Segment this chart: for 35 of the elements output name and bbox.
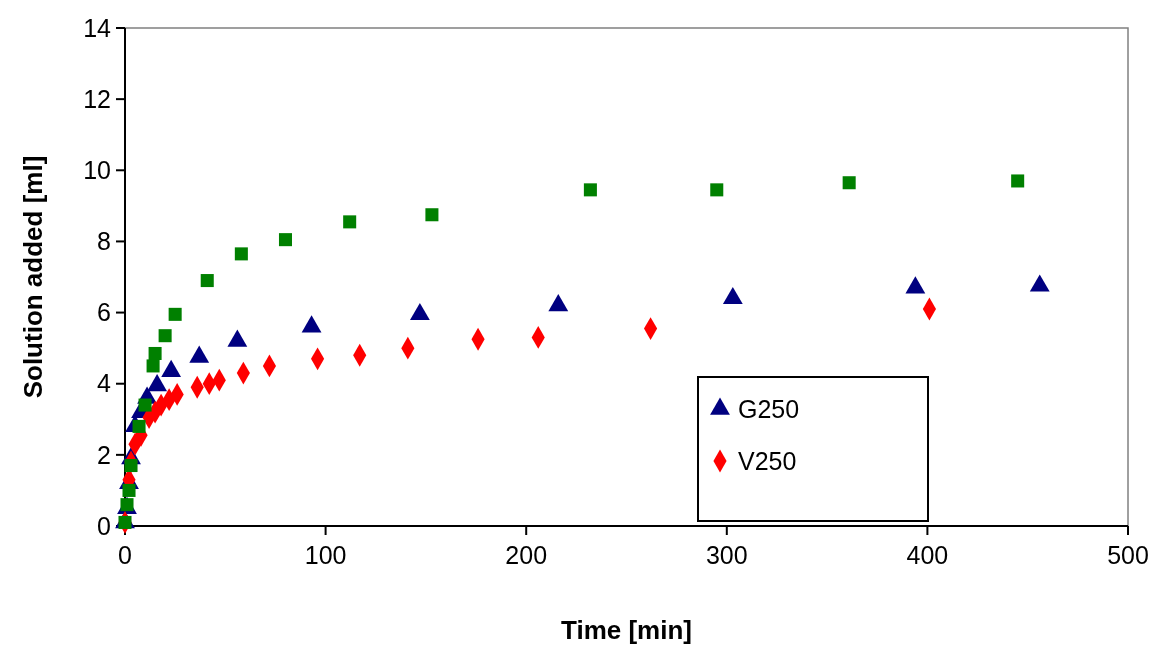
point xyxy=(200,274,214,288)
point xyxy=(710,183,724,197)
y-tick-label: 4 xyxy=(97,369,112,398)
point xyxy=(278,233,292,247)
y-axis-title: Solution added [ml] xyxy=(18,155,48,399)
legend-label: V250 xyxy=(738,446,797,475)
point xyxy=(234,247,248,261)
point xyxy=(842,176,856,190)
point xyxy=(158,329,172,343)
point xyxy=(146,359,160,373)
point xyxy=(148,346,162,360)
point xyxy=(124,459,138,473)
point xyxy=(122,483,136,497)
y-tick-label: 10 xyxy=(83,156,111,185)
y-tick-label: 2 xyxy=(97,440,111,469)
x-axis-title: Time [min] xyxy=(561,615,692,645)
point xyxy=(1011,174,1025,188)
x-tick-label: 0 xyxy=(118,541,132,569)
x-tick-label: 500 xyxy=(1107,541,1149,569)
point xyxy=(138,398,152,412)
x-tick-label: 300 xyxy=(705,541,748,569)
y-tick-label: 6 xyxy=(97,298,111,327)
y-tick-label: 12 xyxy=(83,84,111,113)
point xyxy=(343,215,357,229)
x-tick-label: 200 xyxy=(505,541,548,569)
legend-label: G250 xyxy=(738,394,800,423)
point xyxy=(425,208,439,222)
point xyxy=(583,183,597,197)
x-tick-label: 400 xyxy=(906,541,949,569)
x-tick-label: 100 xyxy=(304,541,347,569)
y-tick-label: 14 xyxy=(83,13,112,42)
point xyxy=(132,419,146,433)
point xyxy=(168,307,182,321)
y-tick-label: 0 xyxy=(97,511,111,540)
y-tick-label: 8 xyxy=(97,227,111,256)
